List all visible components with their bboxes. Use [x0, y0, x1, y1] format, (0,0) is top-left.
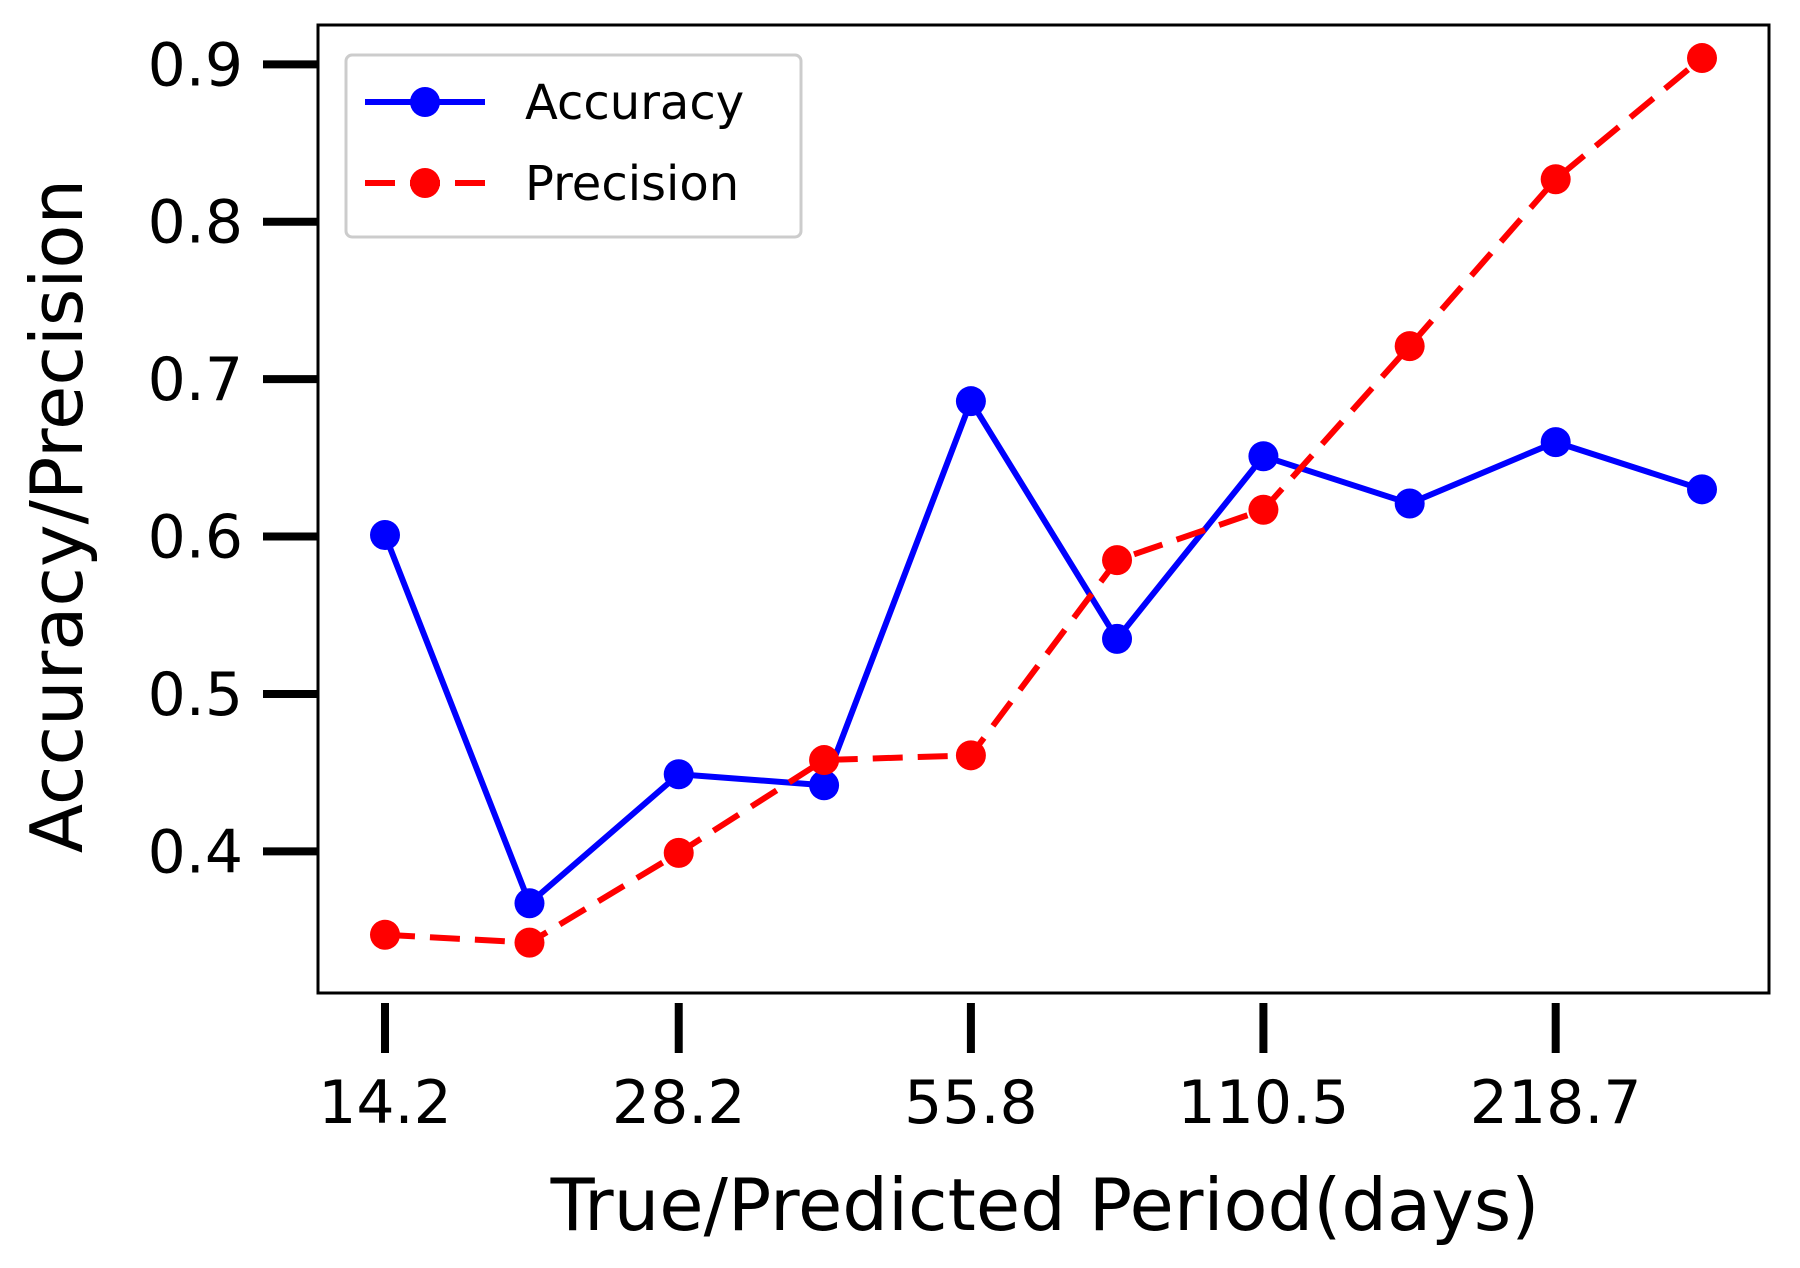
series-layer — [370, 43, 1717, 958]
data-point-precision — [1248, 494, 1279, 525]
y-tick-label: 0.6 — [148, 503, 243, 573]
data-point-accuracy — [955, 386, 986, 417]
y-axis-label: Accuracy/Precision — [15, 179, 99, 853]
data-point-precision — [1394, 331, 1425, 362]
x-axis-label: True/Predicted Period(days) — [550, 1163, 1540, 1247]
x-tick-label: 218.7 — [1470, 1068, 1642, 1138]
x-tick-label: 110.5 — [1178, 1068, 1350, 1138]
data-point-precision — [809, 745, 840, 776]
plot-area — [316, 23, 1771, 995]
data-point-accuracy — [663, 759, 694, 790]
x-axis: 14.2 28.2 55.8 110.5 218.7 — [318, 1003, 1642, 1138]
data-point-accuracy — [1102, 623, 1133, 654]
data-point-precision — [1102, 545, 1133, 576]
series-line-accuracy — [382, 398, 1703, 907]
legend: Accuracy Precision — [344, 53, 803, 239]
y-tick-label: 0.8 — [148, 188, 243, 258]
plot-frame — [316, 23, 1771, 995]
y-tick-label: 0.7 — [148, 345, 243, 415]
data-point-precision — [663, 837, 694, 868]
series-line-precision — [384, 55, 1704, 946]
legend-marker-accuracy — [410, 87, 440, 117]
data-point-accuracy — [370, 519, 400, 550]
data-point-precision — [370, 919, 400, 950]
data-point-accuracy — [809, 770, 840, 801]
data-point-precision — [514, 927, 545, 958]
data-point-accuracy — [1248, 441, 1279, 472]
data-point-accuracy — [1394, 488, 1425, 519]
data-point-precision — [1687, 43, 1717, 74]
y-tick-label: 0.4 — [148, 817, 243, 887]
legend-marker-precision — [410, 168, 440, 198]
data-point-precision — [1540, 164, 1571, 195]
y-tick-label: 0.9 — [148, 30, 243, 100]
legend-label-accuracy: Accuracy — [525, 75, 744, 131]
x-tick-label: 14.2 — [318, 1068, 452, 1138]
data-point-accuracy — [1687, 474, 1717, 505]
data-point-accuracy — [514, 888, 545, 919]
data-point-precision — [955, 740, 986, 771]
data-point-accuracy — [1540, 427, 1571, 458]
legend-label-precision: Precision — [525, 156, 739, 212]
x-tick-label: 55.8 — [904, 1068, 1038, 1138]
y-tick-label: 0.5 — [148, 660, 243, 730]
y-axis: 0.4 0.5 0.6 0.7 0.8 0.9 — [148, 30, 318, 887]
x-tick-label: 28.2 — [612, 1068, 746, 1138]
